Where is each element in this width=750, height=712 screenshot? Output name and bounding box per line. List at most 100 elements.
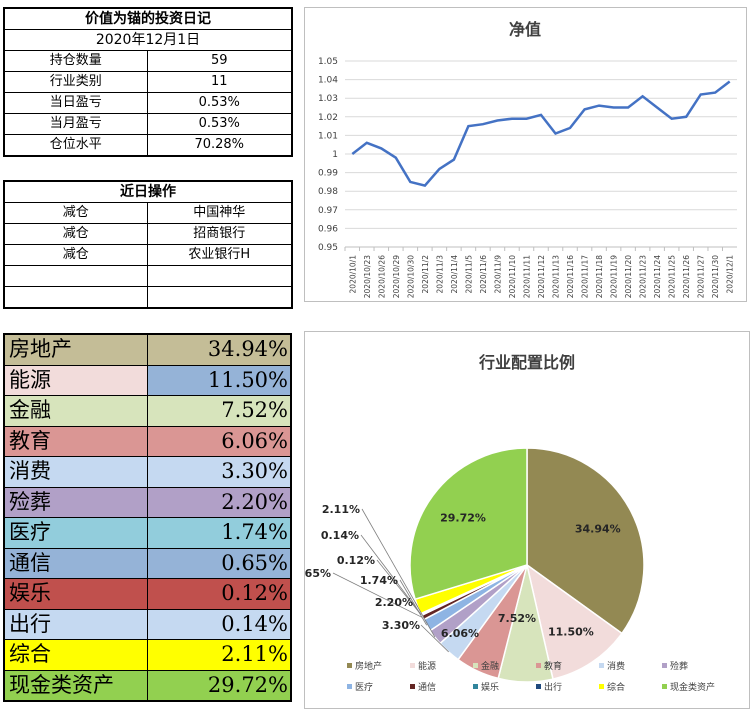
legend-swatch xyxy=(536,684,541,689)
x-tick-label: 2020/10/29 xyxy=(392,255,401,298)
x-tick-label: 2020/11/26 xyxy=(682,255,691,298)
y-tick-label: 1.04 xyxy=(318,76,338,86)
operation-action xyxy=(3,286,148,309)
table-row: 殓葬 2.20% xyxy=(3,486,292,518)
pie-data-label: 0.12% xyxy=(337,554,375,567)
operation-stock: 农业银行H xyxy=(146,244,293,266)
y-tick-label: 1.01 xyxy=(318,131,338,141)
summary-title: 价值为锚的投资日记 xyxy=(3,7,293,30)
x-tick-label: 2020/11/18 xyxy=(595,255,604,298)
allocation-value: 0.12% xyxy=(146,578,292,610)
table-row: 娱乐 0.12% xyxy=(3,578,292,610)
table-row: 减仓 农业银行H xyxy=(3,244,293,266)
pie-data-label: 2.20% xyxy=(375,596,413,609)
legend-label: 殓葬 xyxy=(670,660,688,672)
allocation-name: 教育 xyxy=(3,425,148,457)
allocation-name: 综合 xyxy=(3,639,148,671)
summary-value: 0.53% xyxy=(146,92,293,114)
table-row: 现金类资产 29.72% xyxy=(3,669,292,702)
summary-label: 仓位水平 xyxy=(3,134,148,157)
leader-line xyxy=(361,508,418,607)
x-tick-label: 2020/11/20 xyxy=(624,255,633,298)
net-value-chart: 净值 0.95 0.96 0.97 0.98 0.99 1 1.01 1.02 1.03 1.04… xyxy=(304,7,747,302)
allocation-name: 殓葬 xyxy=(3,486,148,518)
table-row: 房地产 34.94% xyxy=(3,333,292,366)
pie-data-label: 0.65% xyxy=(305,567,331,580)
operations-title: 近日操作 xyxy=(3,180,293,203)
net-value-chart-svg: 净值 0.95 0.96 0.97 0.98 0.99 1 1.01 1.02 1.03 1.04… xyxy=(318,20,737,298)
pie-data-label: 3.30% xyxy=(382,619,420,632)
x-tick-label: 2020/11/23 xyxy=(639,255,648,298)
y-tick-label: 0.98 xyxy=(318,187,338,197)
legend-swatch xyxy=(599,684,604,689)
allocation-pie-svg: 行业配置比例 34.94% 11.50% 7.52% 6.06% 3.30% 2.20% 1… xyxy=(293,353,715,693)
summary-value: 11 xyxy=(146,71,293,93)
summary-label: 持仓数量 xyxy=(3,50,148,72)
legend-swatch xyxy=(473,684,478,689)
legend-label: 综合 xyxy=(607,681,625,693)
x-tick-label: 2020/11/13 xyxy=(552,255,561,298)
legend-swatch xyxy=(536,663,541,668)
x-tick-label: 2020/11/3 xyxy=(435,255,444,294)
legend-label: 消费 xyxy=(607,660,625,672)
allocation-value: 11.50% xyxy=(146,364,292,396)
operation-action xyxy=(3,265,148,287)
table-row: 综合 2.11% xyxy=(3,639,292,671)
pie-data-label: 0.14% xyxy=(321,529,359,542)
pie-data-label: 6.06% xyxy=(441,627,479,640)
pie-data-label: 29.72% xyxy=(440,512,486,525)
operation-stock: 中国神华 xyxy=(146,202,293,224)
y-tick-label: 1 xyxy=(332,150,338,160)
legend-label: 医疗 xyxy=(355,681,373,693)
x-tick-label: 2020/11/25 xyxy=(668,255,677,298)
allocation-name: 通信 xyxy=(3,547,148,579)
allocation-pie-chart: 行业配置比例 34.94% 11.50% 7.52% 6.06% 3.30% 2.20% 1… xyxy=(293,331,750,709)
x-tick-label: 2020/11/16 xyxy=(566,255,575,298)
allocation-name: 房地产 xyxy=(3,333,148,366)
allocation-name: 金融 xyxy=(3,395,148,427)
legend-swatch xyxy=(410,663,415,668)
summary-label: 当日盈亏 xyxy=(3,92,148,114)
leader-line xyxy=(376,559,422,616)
table-row xyxy=(3,286,293,309)
operation-stock xyxy=(146,286,293,309)
allocation-value: 2.11% xyxy=(146,639,292,671)
x-tick-label: 2020/11/2 xyxy=(421,255,430,294)
allocation-name: 消费 xyxy=(3,456,148,488)
leader-line xyxy=(420,624,449,653)
legend-swatch xyxy=(347,684,352,689)
summary-value: 59 xyxy=(146,50,293,72)
allocation-value: 34.94% xyxy=(146,333,292,366)
x-tick-label: 2020/11/4 xyxy=(450,255,459,294)
x-tick-label: 2020/10/1 xyxy=(348,255,357,294)
table-row: 减仓 招商银行 xyxy=(3,223,293,245)
x-tick-label: 2020/11/19 xyxy=(610,255,619,298)
allocation-value: 1.74% xyxy=(146,517,292,549)
y-tick-label: 1.03 xyxy=(318,94,338,104)
pie-chart-title: 行业配置比例 xyxy=(478,353,575,372)
allocation-value: 6.06% xyxy=(146,425,292,457)
table-row: 当日盈亏 0.53% xyxy=(3,92,293,114)
y-tick-label: 0.95 xyxy=(318,243,338,253)
table-row: 减仓 中国神华 xyxy=(3,202,293,224)
allocation-name: 现金类资产 xyxy=(3,669,148,702)
summary-value: 70.28% xyxy=(146,134,293,157)
x-tick-label: 2020/10/26 xyxy=(377,255,386,298)
operation-stock: 招商银行 xyxy=(146,223,293,245)
operation-action: 减仓 xyxy=(3,223,148,245)
y-tick-label: 0.97 xyxy=(318,206,338,216)
table-row: 持仓数量 59 xyxy=(3,50,293,72)
leader-line xyxy=(332,572,423,618)
net-value-line xyxy=(351,80,731,188)
allocation-name: 娱乐 xyxy=(3,578,148,610)
summary-label: 当月盈亏 xyxy=(3,113,148,135)
y-tick-label: 0.96 xyxy=(318,224,338,234)
pie-data-label: 11.50% xyxy=(548,625,594,638)
x-tick-label: 2020/11/5 xyxy=(464,255,473,294)
pie-slice xyxy=(525,563,623,680)
allocation-table: 房地产 34.94% 能源 11.50% 金融 7.52% 教育 6.06% 消费 3.30% 殓葬… xyxy=(3,333,292,702)
legend-label: 能源 xyxy=(418,660,436,672)
operation-action: 减仓 xyxy=(3,202,148,224)
y-tick-label: 0.99 xyxy=(318,169,338,179)
legend-label: 现金类资产 xyxy=(670,681,715,693)
